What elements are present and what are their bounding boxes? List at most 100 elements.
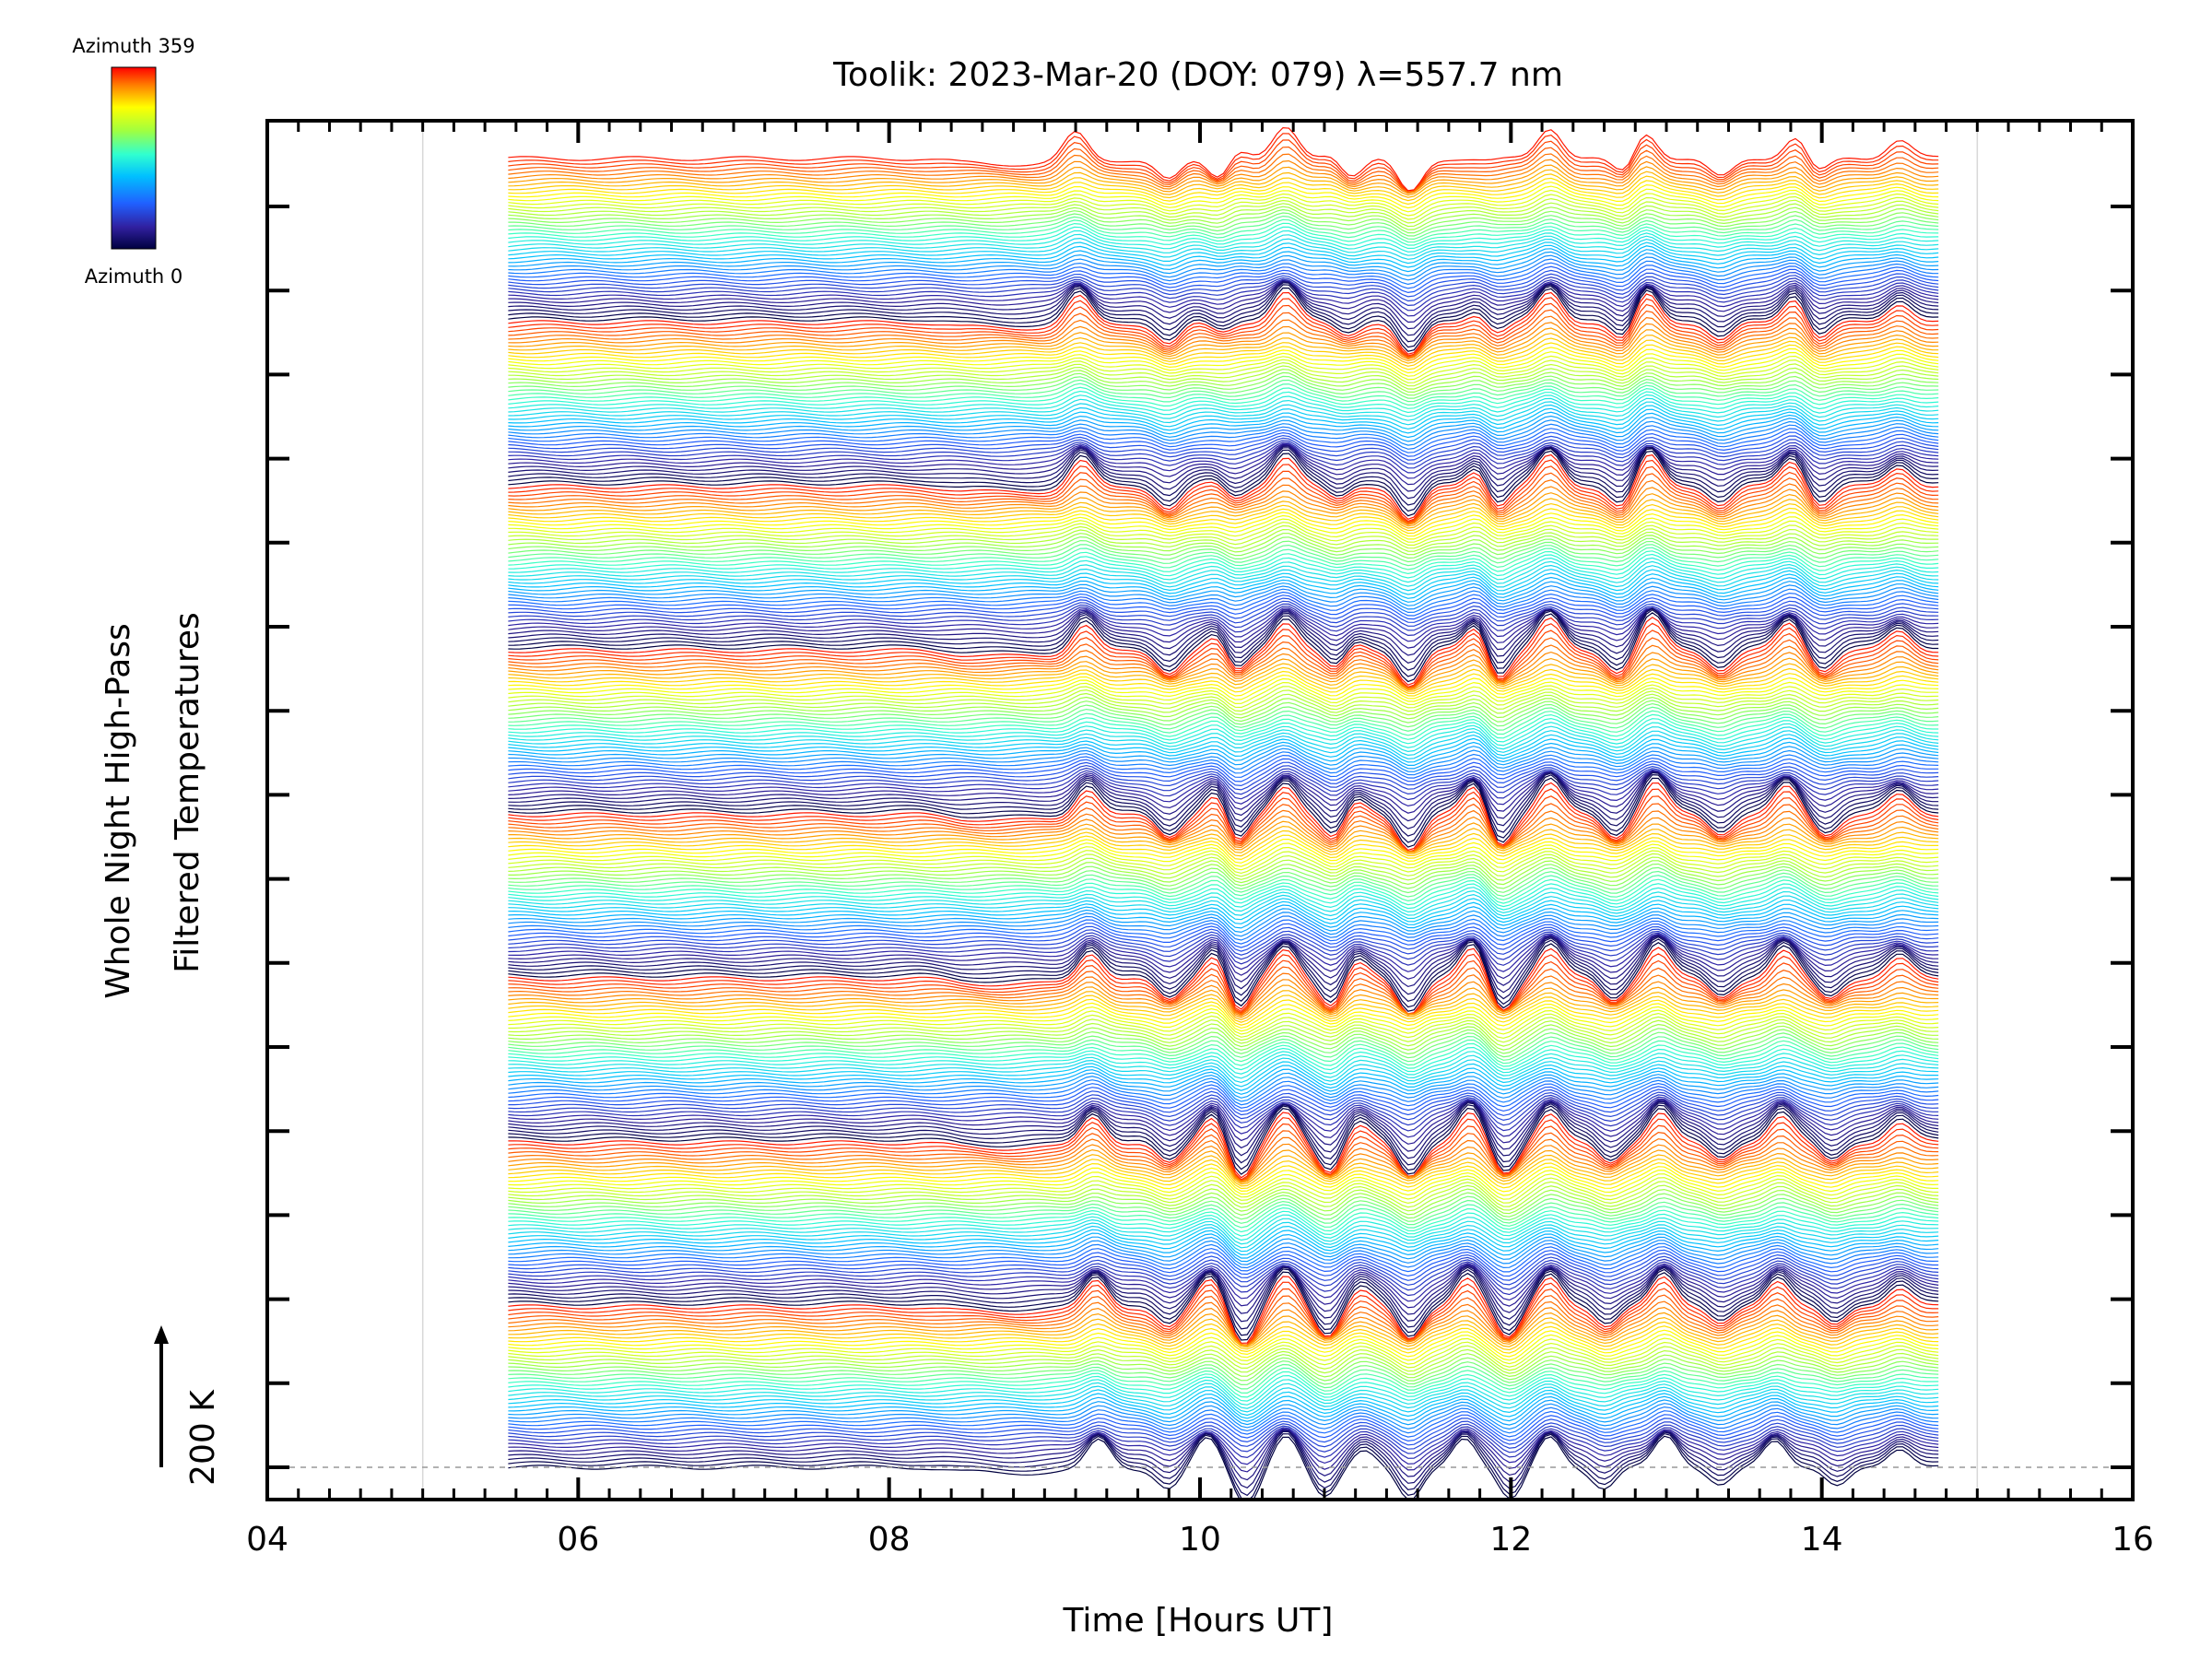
azimuth-trace [508, 453, 1939, 520]
azimuth-trace [508, 284, 1939, 348]
azimuth-trace [508, 279, 1939, 317]
azimuth-trace [508, 407, 1939, 434]
azimuth-trace [508, 397, 1939, 421]
azimuth-trace [508, 713, 1939, 740]
azimuth-trace [508, 1117, 1939, 1181]
azimuth-trace [508, 588, 1939, 614]
azimuth-trace [508, 229, 1939, 253]
azimuth-trace [508, 1333, 1939, 1361]
azimuth-trace [508, 966, 1939, 1016]
azimuth-trace [508, 959, 1939, 1016]
azimuth-trace [508, 1210, 1939, 1237]
azimuth-trace [508, 612, 1939, 683]
azimuth-trace [508, 1061, 1939, 1088]
azimuth-trace [508, 1240, 1939, 1265]
azimuth-trace [508, 1435, 1939, 1500]
azimuth-trace [508, 1276, 1939, 1344]
azimuth-trace [508, 795, 1939, 853]
azimuth-trace [508, 450, 1939, 517]
azimuth-trace [508, 771, 1939, 830]
azimuth-trace [508, 622, 1939, 688]
azimuth-trace [508, 777, 1939, 848]
azimuth-trace [508, 1300, 1939, 1347]
azimuth-trace [508, 258, 1939, 286]
azimuth-trace [508, 908, 1939, 934]
azimuth-trace [508, 419, 1939, 446]
azimuth-trace [508, 1046, 1939, 1073]
azimuth-trace [508, 322, 1939, 360]
azimuth-trace [508, 215, 1939, 241]
azimuth-trace [508, 1249, 1939, 1277]
azimuth-trace [508, 1357, 1939, 1382]
azimuth-trace [508, 444, 1939, 492]
azimuth-trace [508, 297, 1939, 357]
azimuth-trace [508, 281, 1939, 336]
azimuth-trace [508, 1177, 1939, 1205]
azimuth-trace [508, 830, 1939, 857]
azimuth-trace [508, 445, 1939, 500]
azimuth-trace [508, 1418, 1939, 1446]
azimuth-trace [508, 1101, 1939, 1166]
azimuth-trace [508, 269, 1939, 298]
azimuth-trace [508, 237, 1939, 260]
azimuth-trace [508, 998, 1939, 1026]
azimuth-trace [508, 359, 1939, 383]
azimuth-trace [508, 1096, 1939, 1132]
azimuth-trace [508, 1042, 1939, 1069]
azimuth-trace [508, 979, 1939, 1017]
azimuth-trace [508, 222, 1939, 246]
azimuth-trace [508, 1423, 1939, 1454]
azimuth-trace [508, 1143, 1939, 1182]
azimuth-trace [508, 1199, 1939, 1226]
azimuth-trace [508, 761, 1939, 787]
azimuth-trace [508, 1035, 1939, 1063]
azimuth-trace [508, 177, 1939, 206]
azimuth-trace [508, 925, 1939, 952]
azimuth-trace [508, 1353, 1939, 1379]
azimuth-trace [508, 773, 1939, 843]
azimuth-trace [508, 1345, 1939, 1372]
scale-marker: 200 K [154, 1325, 222, 1486]
azimuth-trace [508, 1395, 1939, 1422]
azimuth-trace [508, 194, 1939, 220]
azimuth-trace [508, 677, 1939, 702]
azimuth-trace [508, 514, 1939, 540]
azimuth-trace [508, 1265, 1939, 1323]
azimuth-trace [508, 185, 1939, 213]
azimuth-trace [508, 544, 1939, 567]
azimuth-trace [508, 1057, 1939, 1084]
azimuth-trace [508, 1403, 1939, 1430]
azimuth-trace [508, 1329, 1939, 1358]
azimuth-trace [508, 1367, 1939, 1394]
colorbar-bottom-label: Azimuth 0 [85, 265, 183, 288]
chart-title: Toolik: 2023-Mar-20 (DOY: 079) λ=557.7 n… [832, 56, 1563, 94]
azimuth-trace [508, 1385, 1939, 1413]
azimuth-trace [508, 853, 1939, 877]
azimuth-trace [508, 629, 1939, 689]
azimuth-trace [508, 850, 1939, 875]
azimuth-trace [508, 502, 1939, 532]
azimuth-trace [508, 1082, 1939, 1109]
azimuth-trace [508, 1432, 1939, 1500]
azimuth-trace [508, 1107, 1939, 1175]
azimuth-trace [508, 923, 1939, 948]
azimuth-trace [508, 617, 1939, 686]
azimuth-trace [508, 126, 1939, 192]
x-tick-label: 06 [557, 1521, 599, 1559]
azimuth-trace [508, 681, 1939, 705]
azimuth-trace [508, 863, 1939, 889]
azimuth-trace [508, 465, 1939, 524]
azimuth-trace [508, 842, 1939, 867]
azimuth-trace [508, 1264, 1939, 1309]
azimuth-trace [508, 1348, 1939, 1375]
azimuth-trace [508, 139, 1939, 194]
azimuth-trace [508, 1253, 1939, 1281]
azimuth-trace [508, 1429, 1939, 1473]
azimuth-trace [508, 1371, 1939, 1398]
azimuth-trace [508, 189, 1939, 217]
azimuth-trace [508, 1246, 1939, 1273]
azimuth-trace [508, 1429, 1939, 1481]
azimuth-trace [508, 607, 1939, 642]
azimuth-trace [508, 722, 1939, 748]
azimuth-trace [508, 1393, 1939, 1419]
